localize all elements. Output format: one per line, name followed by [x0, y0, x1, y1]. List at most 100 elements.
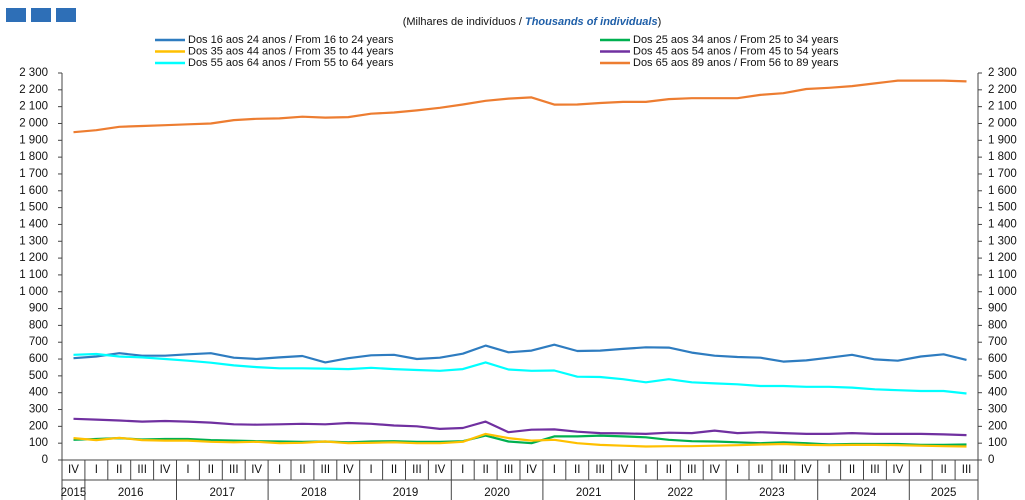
y-tick-label-right: 1 200 — [988, 252, 1017, 264]
x-tick-label: II — [116, 464, 122, 476]
x-group-label: 2020 — [484, 487, 510, 499]
y-tick-label: 400 — [29, 387, 48, 399]
y-tick-label: 2 200 — [19, 84, 48, 96]
x-tick-label: III — [412, 464, 422, 476]
x-group-label: 2023 — [759, 487, 785, 499]
y-tick-label: 1 100 — [19, 269, 48, 281]
y-tick-label-right: 1 500 — [988, 202, 1017, 214]
y-tick-label-right: 800 — [988, 319, 1007, 331]
y-tick-label: 300 — [29, 404, 48, 416]
x-tick-label: III — [321, 464, 331, 476]
subtitle-part: (Milhares de indivíduos / — [403, 16, 525, 28]
x-group-label: 2022 — [668, 487, 694, 499]
series-line — [73, 343, 967, 364]
chart-subtitle: (Milhares de indivíduos / Thousands of i… — [403, 16, 662, 28]
logo-block — [6, 8, 26, 22]
legend-label: Dos 45 aos 54 anos / From 45 to 54 years — [633, 45, 839, 57]
x-tick-label: I — [919, 464, 922, 476]
logo-block — [31, 8, 51, 22]
x-tick-label: I — [278, 464, 281, 476]
legend-label: Dos 65 aos 89 anos / From 56 to 89 years — [633, 57, 839, 69]
x-tick-label: III — [137, 464, 147, 476]
x-tick-label: IV — [343, 464, 354, 476]
y-tick-label-right: 2 000 — [988, 118, 1017, 130]
x-group-label: 2017 — [210, 487, 236, 499]
x-tick-label: IV — [801, 464, 812, 476]
series-line — [73, 417, 967, 437]
x-tick-label: II — [757, 464, 763, 476]
legend-label: Dos 25 aos 34 anos / From 25 to 34 years — [633, 34, 839, 46]
x-tick-label: I — [736, 464, 739, 476]
y-tick-label-right: 200 — [988, 420, 1007, 432]
x-tick-label: II — [666, 464, 672, 476]
y-tick-label-right: 900 — [988, 303, 1007, 315]
y-tick-label-right: 700 — [988, 336, 1007, 348]
x-group-label: 2025 — [931, 487, 957, 499]
x-tick-label: III — [962, 464, 972, 476]
y-tick-label: 1 400 — [19, 218, 48, 230]
y-tick-label: 1 500 — [19, 202, 48, 214]
legend-label: Dos 55 aos 64 anos / From 55 to 64 years — [188, 57, 394, 69]
y-tick-label-right: 1 000 — [988, 286, 1017, 298]
x-tick-label: IV — [709, 464, 720, 476]
y-tick-label: 1 600 — [19, 185, 48, 197]
y-tick-label-right: 300 — [988, 404, 1007, 416]
x-tick-label: III — [229, 464, 239, 476]
x-group-label: 2021 — [576, 487, 602, 499]
y-tick-label: 2 100 — [19, 101, 48, 113]
subtitle-part: ) — [658, 16, 662, 28]
series-line — [73, 79, 967, 134]
x-tick-label: I — [370, 464, 373, 476]
y-tick-label: 100 — [29, 437, 48, 449]
y-tick-label-right: 600 — [988, 353, 1007, 365]
subtitle-part: Thousands of individuals — [525, 16, 658, 28]
x-tick-label: IV — [160, 464, 171, 476]
y-tick-label-right: 0 — [988, 454, 994, 466]
x-group-label: 2024 — [851, 487, 877, 499]
y-tick-label-right: 1 300 — [988, 235, 1017, 247]
x-tick-label: II — [482, 464, 488, 476]
x-tick-label: I — [95, 464, 98, 476]
x-tick-label: II — [940, 464, 946, 476]
y-tick-label-right: 1 400 — [988, 218, 1017, 230]
x-tick-label: I — [553, 464, 556, 476]
x-tick-label: III — [779, 464, 789, 476]
x-group-label: 2016 — [118, 487, 144, 499]
y-tick-label: 0 — [42, 454, 48, 466]
series-line — [73, 434, 967, 446]
x-tick-label: IV — [892, 464, 903, 476]
x-tick-label: I — [186, 464, 189, 476]
y-tick-label: 900 — [29, 303, 48, 315]
y-tick-label-right: 1 600 — [988, 185, 1017, 197]
x-tick-label: II — [849, 464, 855, 476]
y-tick-label: 800 — [29, 319, 48, 331]
x-tick-label: III — [687, 464, 697, 476]
legend-label: Dos 16 aos 24 anos / From 16 to 24 years — [188, 34, 394, 46]
y-tick-label: 1 200 — [19, 252, 48, 264]
x-tick-label: III — [595, 464, 605, 476]
x-group-label: 2015 — [61, 487, 87, 499]
y-tick-label-right: 1 700 — [988, 168, 1017, 180]
logo-block — [56, 8, 76, 22]
y-tick-label-right: 500 — [988, 370, 1007, 382]
x-tick-label: II — [574, 464, 580, 476]
series-line — [73, 432, 967, 448]
series-line — [73, 352, 967, 395]
y-tick-label: 1 700 — [19, 168, 48, 180]
x-group-label: 2018 — [301, 487, 327, 499]
x-tick-label: IV — [526, 464, 537, 476]
y-tick-label-right: 2 100 — [988, 101, 1017, 113]
y-tick-label: 1 000 — [19, 286, 48, 298]
y-tick-label-right: 1 800 — [988, 151, 1017, 163]
x-tick-label: IV — [68, 464, 79, 476]
x-tick-label: II — [391, 464, 397, 476]
y-tick-label-right: 1 100 — [988, 269, 1017, 281]
y-tick-label: 1 900 — [19, 134, 48, 146]
x-tick-label: III — [504, 464, 514, 476]
y-tick-label-right: 400 — [988, 387, 1007, 399]
x-tick-label: IV — [434, 464, 445, 476]
y-tick-label-right: 1 900 — [988, 134, 1017, 146]
y-tick-label-right: 2 200 — [988, 84, 1017, 96]
y-tick-label: 2 000 — [19, 118, 48, 130]
